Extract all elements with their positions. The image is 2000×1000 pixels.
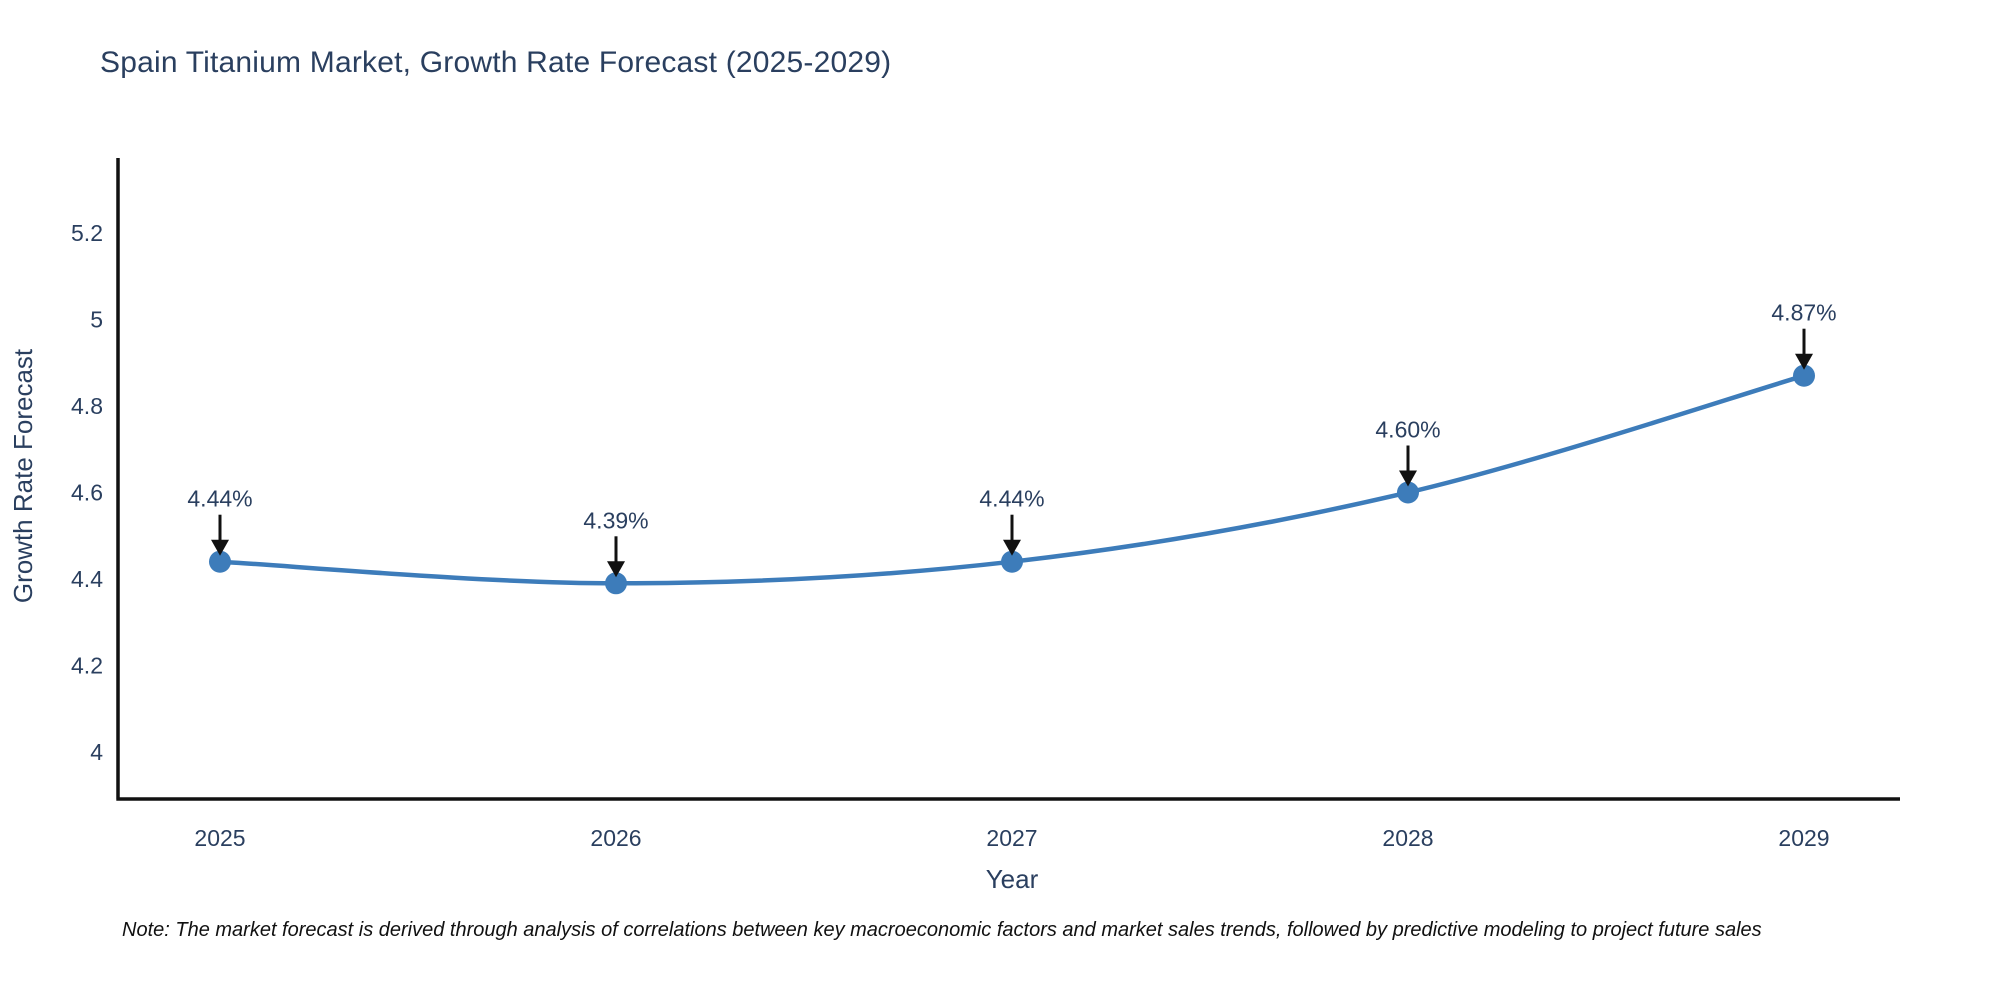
- y-axis-tick-label: 5.2: [71, 220, 103, 246]
- data-point-marker: [1793, 364, 1815, 387]
- y-axis-title: Growth Rate Forecast: [8, 348, 38, 603]
- data-point-marker: [1001, 550, 1023, 573]
- chart-footnote: Note: The market forecast is derived thr…: [122, 919, 1762, 941]
- y-axis-tick-label: 4.2: [71, 653, 103, 679]
- y-axis-tick-label: 4.6: [71, 480, 103, 506]
- x-axis-title: Year: [986, 864, 1039, 894]
- y-axis-tick-label: 5: [90, 307, 103, 333]
- annotation-arrowhead-icon: [607, 561, 625, 578]
- axis-lines: [116, 158, 1900, 801]
- x-axis-tick-label: 2029: [1778, 825, 1829, 851]
- annotation-arrowhead-icon: [1003, 539, 1021, 556]
- data-point-label: 4.44%: [979, 486, 1044, 512]
- annotation-arrowhead-icon: [1795, 353, 1813, 370]
- data-point-label: 4.39%: [583, 507, 648, 533]
- y-axis-tick-label: 4.8: [71, 393, 103, 419]
- data-point-marker: [209, 550, 231, 573]
- data-point-label: 4.44%: [187, 486, 252, 512]
- y-axis-tick-label: 4: [90, 739, 103, 765]
- data-point-marker: [605, 572, 627, 595]
- x-axis-tick-label: 2027: [986, 825, 1037, 851]
- annotation-arrowhead-icon: [211, 539, 229, 556]
- data-point-label: 4.60%: [1375, 417, 1440, 443]
- x-axis-tick-label: 2028: [1382, 825, 1433, 851]
- data-point-marker: [1397, 481, 1419, 504]
- data-point-label: 4.87%: [1771, 300, 1836, 326]
- annotations: 4.44% 4.39% 4.44% 4.60% 4.87%: [187, 300, 1837, 578]
- y-axis-ticks: 4 4.2 4.4 4.6 4.8 5 5.2: [71, 220, 103, 765]
- x-axis-tick-label: 2025: [194, 825, 245, 851]
- x-axis-ticks: 2025 2026 2027 2028 2029: [194, 825, 1829, 851]
- chart-title: Spain Titanium Market, Growth Rate Forec…: [100, 46, 892, 79]
- x-axis-tick-label: 2026: [590, 825, 641, 851]
- annotation-arrowhead-icon: [1399, 470, 1417, 487]
- data-points: [209, 364, 1815, 595]
- y-axis-tick-label: 4.4: [71, 566, 103, 592]
